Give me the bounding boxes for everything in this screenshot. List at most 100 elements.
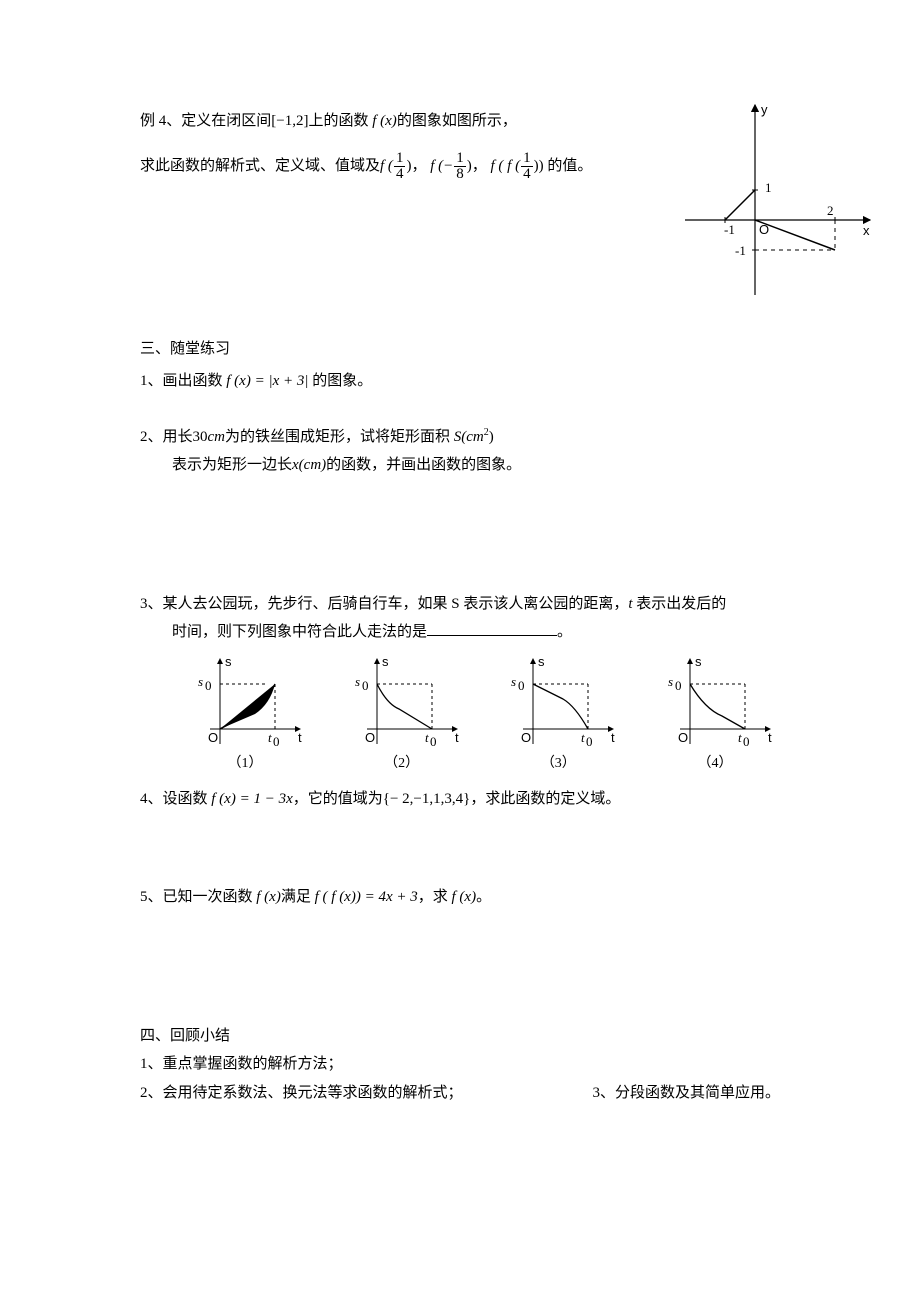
o-label: O	[759, 222, 769, 237]
frac-1-8: 18	[454, 151, 466, 182]
option-graphs: s s0 O t0 t	[180, 654, 780, 774]
ex4-mid: 上的函数	[308, 113, 368, 129]
ex4-pre: 例 4、定义在闭区间	[140, 113, 271, 129]
q4-pre: 4、设函数	[140, 791, 208, 807]
num: 1	[521, 151, 533, 167]
t-label: t	[768, 730, 772, 745]
q2-S: S(cm	[454, 429, 484, 445]
q5-pre: 5、已知一次函数	[140, 889, 253, 905]
fm18: f (−	[430, 157, 453, 173]
ex4-l2post: 的值。	[547, 157, 592, 173]
s0sub: 0	[518, 678, 525, 693]
q5-post: ，求	[418, 889, 448, 905]
comma1: ，	[411, 157, 426, 173]
t-label: t	[611, 730, 615, 745]
t0sub: 0	[743, 734, 750, 749]
comma2: ，	[472, 157, 487, 173]
num: 1	[454, 151, 466, 167]
q4-post: ，求此函数的定义域。	[470, 791, 620, 807]
o-label: O	[365, 730, 375, 745]
minus1-y: -1	[735, 243, 746, 258]
q3-l1: 3、某人去公园玩，先步行、后骑自行车，如果 S 表示该人离公园的距离，t 表示出…	[140, 593, 780, 616]
q3-l1b: 表示出发后的	[636, 596, 726, 612]
graph2-label: （2）	[337, 753, 467, 774]
x-label: x	[863, 223, 870, 238]
den: 8	[454, 167, 466, 182]
q2-Sclose: )	[489, 429, 494, 445]
s0-label: s	[511, 674, 516, 689]
t0sub: 0	[430, 734, 437, 749]
section3-title: 三、随堂练习	[140, 338, 780, 361]
ex4-fx: f (x)	[372, 113, 397, 129]
den: 4	[521, 167, 533, 182]
t0-label: t	[581, 730, 585, 745]
graph1-label: （1）	[180, 753, 310, 774]
q5-fx: f (x)	[256, 889, 281, 905]
s-label: s	[695, 654, 702, 669]
q2-xcm: x(cm)	[292, 457, 326, 473]
ex4-post: 的图象如图所示，	[397, 113, 517, 129]
q1: 1、画出函数 f (x) = |x + 3| 的图象。	[140, 370, 780, 393]
q2-l2post: 的函数，并画出函数的图象。	[326, 457, 521, 473]
ex4-l2pre: 求此函数的解析式、定义域、值域及	[140, 157, 380, 173]
q3-period: 。	[557, 624, 572, 640]
graph-1: s s0 O t0 t	[180, 654, 310, 774]
q2-pre: 2、用长	[140, 429, 193, 445]
f-open1: f (	[380, 157, 393, 173]
q5-fx2: f (x)	[452, 889, 477, 905]
main-graph: y x O -1 1 2 -1	[675, 100, 875, 300]
sec4-l2: 2、会用待定系数法、换元法等求函数的解析式；	[140, 1082, 463, 1105]
num: 1	[394, 151, 406, 167]
s0-label: s	[355, 674, 360, 689]
frac-1-4: 14	[394, 151, 406, 182]
q2-l1: 2、用长30cm为的铁丝围成矩形，试将矩形面积 S(cm2)	[140, 425, 780, 449]
s0-label: s	[668, 674, 673, 689]
q5-period: 。	[476, 889, 491, 905]
q2-l2: 表示为矩形一边长x(cm)的函数，并画出函数的图象。	[140, 454, 780, 477]
t-label: t	[455, 730, 459, 745]
q4-set: {− 2,−1,1,3,4}	[383, 791, 471, 807]
graph3-label: （3）	[493, 753, 623, 774]
graph2-svg: s s0 O t0 t	[337, 654, 467, 749]
graph4-svg: s s0 O t0 t	[650, 654, 780, 749]
frac-1-4b: 14	[521, 151, 533, 182]
two-x: 2	[827, 203, 834, 218]
graph-2: s s0 O t0 t （2）	[337, 654, 467, 774]
sec4-l3: 3、分段函数及其简单应用。	[592, 1082, 780, 1105]
t0-label: t	[738, 730, 742, 745]
ffclose: ))	[534, 157, 544, 173]
den: 4	[394, 167, 406, 182]
q3-l1-text: 3、某人去公园玩，先步行、后骑自行车，如果 S 表示该人离公园的距离，	[140, 596, 628, 612]
q5: 5、已知一次函数 f (x)满足 f ( f (x)) = 4x + 3，求 f…	[140, 886, 780, 909]
graph1-curve	[180, 654, 310, 749]
q3-l2-text: 时间，则下列图象中符合此人走法的是	[172, 624, 427, 640]
sec4-l23: 2、会用待定系数法、换元法等求函数的解析式； 3、分段函数及其简单应用。	[140, 1082, 780, 1105]
q3-l2: 时间，则下列图象中符合此人走法的是 。	[140, 621, 780, 644]
q5-eq: f ( f (x)) = 4x + 3	[315, 889, 418, 905]
y-label: y	[761, 102, 768, 117]
q4-mid: ，它的值域为	[293, 791, 383, 807]
q1-pre: 1、画出函数	[140, 373, 223, 389]
q5-mid: 满足	[281, 889, 311, 905]
q1-fx: f (x) = |x + 3|	[226, 373, 308, 389]
section4-title: 四、回顾小结	[140, 1025, 780, 1048]
o-label: O	[521, 730, 531, 745]
o-label: O	[678, 730, 688, 745]
graph-4: s s0 O t0 t （4）	[650, 654, 780, 774]
ff-pre: f ( f (	[491, 157, 521, 173]
main-graph-svg: y x O -1 1 2 -1	[675, 100, 875, 300]
s-label: s	[538, 654, 545, 669]
blank-line	[427, 622, 557, 636]
q3-t: t	[628, 596, 632, 612]
q4: 4、设函数 f (x) = 1 − 3x，它的值域为{− 2,−1,1,3,4}…	[140, 788, 780, 811]
t0sub: 0	[586, 734, 593, 749]
graph3-svg: s s0 O t0 t	[493, 654, 623, 749]
s0sub: 0	[675, 678, 682, 693]
one-y: 1	[765, 180, 772, 195]
s-label: s	[382, 654, 389, 669]
q4-fx: f (x) = 1 − 3x	[211, 791, 292, 807]
sec4-l1: 1、重点掌握函数的解析方法；	[140, 1053, 780, 1076]
q2-mid: 为的铁丝围成矩形，试将矩形面积	[225, 429, 450, 445]
s0sub: 0	[362, 678, 369, 693]
q1-post: 的图象。	[312, 373, 372, 389]
